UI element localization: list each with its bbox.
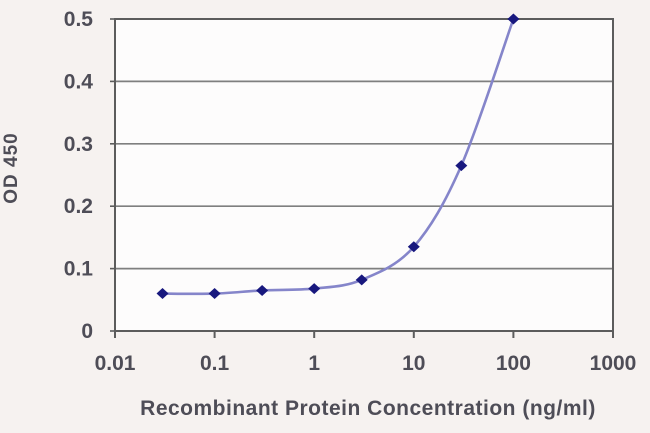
data-point-marker (507, 13, 520, 25)
data-point-marker (256, 284, 269, 296)
y-tick-label: 0 (81, 320, 93, 343)
x-tick-label: 0.1 (200, 352, 230, 375)
y-tick-label: 0.2 (64, 195, 93, 218)
y-tick-label: 0.4 (64, 70, 94, 93)
y-tick-label: 0.5 (64, 8, 94, 31)
x-axis-title: Recombinant Protein Concentration (ng/ml… (140, 397, 596, 420)
y-tick-label: 0.3 (64, 133, 93, 156)
y-tick-label: 0.1 (64, 258, 94, 281)
x-tick-label: 10 (402, 352, 425, 375)
x-tick-label: 0.01 (95, 352, 136, 375)
data-point-marker (208, 288, 221, 300)
y-axis-title: OD 450 (1, 132, 22, 203)
data-point-marker (355, 274, 368, 286)
data-point-marker (308, 283, 321, 295)
data-point-marker (407, 241, 420, 253)
x-tick-label: 1000 (590, 352, 637, 375)
data-point-marker (156, 288, 169, 300)
plot-area (115, 19, 613, 331)
x-tick-label: 1 (308, 352, 320, 375)
tick-labels: 0 0.1 0.2 0.3 0.4 0.5 0.01 0.1 1 10 100 1000 (64, 8, 637, 375)
data-series (156, 13, 520, 300)
data-point-marker (455, 160, 468, 172)
x-tick-label: 100 (496, 352, 531, 375)
gridlines (115, 18, 613, 270)
plot-border (114, 18, 614, 332)
